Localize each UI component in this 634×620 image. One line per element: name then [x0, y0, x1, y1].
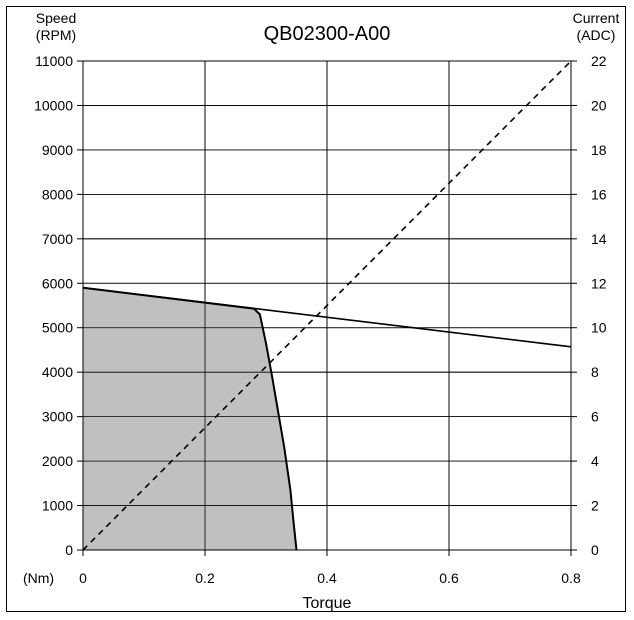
- right-axis-label-line2: (ADC): [577, 27, 616, 43]
- y-right-tick-label: 0: [591, 542, 599, 558]
- y-right-tick-label: 10: [591, 320, 607, 336]
- y-left-tick-label: 2000: [42, 453, 73, 469]
- x-tick-label: 0: [79, 570, 87, 586]
- y-right-tick-label: 2: [591, 498, 599, 514]
- y-left-tick-label: 8000: [42, 186, 73, 202]
- y-right-tick-label: 14: [591, 231, 607, 247]
- y-left-tick-label: 3000: [42, 409, 73, 425]
- x-axis-label: Torque: [303, 595, 352, 612]
- y-left-tick-label: 6000: [42, 275, 73, 291]
- x-tick-label: 0.4: [317, 570, 337, 586]
- y-left-tick-label: 0: [65, 542, 73, 558]
- y-left-tick-label: 5000: [42, 320, 73, 336]
- x-unit-label: (Nm): [23, 570, 54, 586]
- left-axis-label-line1: Speed: [36, 10, 76, 26]
- y-right-tick-label: 12: [591, 275, 607, 291]
- x-tick-label: 0.8: [561, 570, 581, 586]
- y-left-tick-label: 11000: [35, 53, 73, 69]
- chart-title: QB02300-A00: [264, 23, 391, 45]
- x-tick-label: 0.2: [195, 570, 215, 586]
- series-layer: [82, 60, 572, 551]
- y-right-tick-label: 4: [591, 453, 599, 469]
- left-axis-label-line2: (RPM): [36, 27, 76, 43]
- y-left-tick-label: 7000: [42, 231, 73, 247]
- right-axis-label-line1: Current: [573, 10, 620, 26]
- y-left-tick-label: 10000: [34, 97, 73, 113]
- y-left-tick-label: 4000: [42, 364, 73, 380]
- y-right-tick-label: 20: [591, 97, 607, 113]
- y-right-tick-label: 22: [591, 53, 607, 69]
- y-left-tick-label: 9000: [42, 142, 73, 158]
- y-right-tick-label: 8: [591, 364, 599, 380]
- y-right-tick-label: 6: [591, 409, 599, 425]
- y-right-tick-label: 18: [591, 142, 607, 158]
- ticks-layer: 0100020003000400050006000700080009000100…: [34, 53, 607, 586]
- y-right-tick-label: 16: [591, 186, 607, 202]
- x-tick-label: 0.6: [439, 570, 459, 586]
- operating-region-fill: [83, 287, 297, 550]
- y-left-tick-label: 1000: [42, 498, 73, 514]
